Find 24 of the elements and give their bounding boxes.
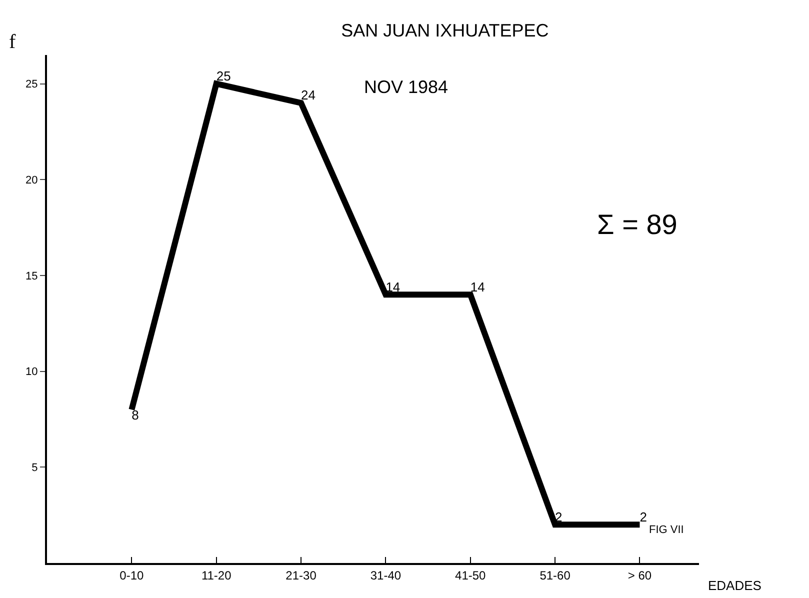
x-tick-label: 21-30: [286, 568, 317, 582]
data-label: 8: [132, 407, 139, 422]
data-label: 14: [386, 279, 400, 294]
x-tick-label: 51-60: [540, 568, 571, 582]
x-tick-label: 0-10: [120, 568, 144, 582]
x-tick-label: 41-50: [455, 568, 486, 582]
x-tick-label: 31-40: [370, 568, 402, 582]
y-tick-label: 10: [26, 366, 38, 378]
data-label: 2: [640, 509, 647, 524]
x-tick-label: > 60: [628, 568, 652, 582]
data-label: 14: [470, 279, 485, 294]
y-tick-label: 15: [26, 270, 38, 282]
annotation: FIG VII: [649, 524, 684, 536]
data-label: 24: [301, 88, 316, 103]
data-label: 25: [216, 68, 231, 84]
x-axis-title: EDADES: [708, 578, 762, 593]
y-tick-label: 25: [26, 78, 38, 91]
y-tick-label: 5: [32, 462, 38, 474]
x-tick-label: 11-20: [201, 568, 232, 582]
annotation: Σ = 89: [597, 209, 678, 240]
y-tick-label: 20: [26, 174, 38, 186]
text: NOV 1984: [364, 77, 448, 97]
y-axis-title: f: [9, 31, 16, 53]
chart-title: SAN JUAN IXHUATEPEC: [341, 20, 549, 41]
